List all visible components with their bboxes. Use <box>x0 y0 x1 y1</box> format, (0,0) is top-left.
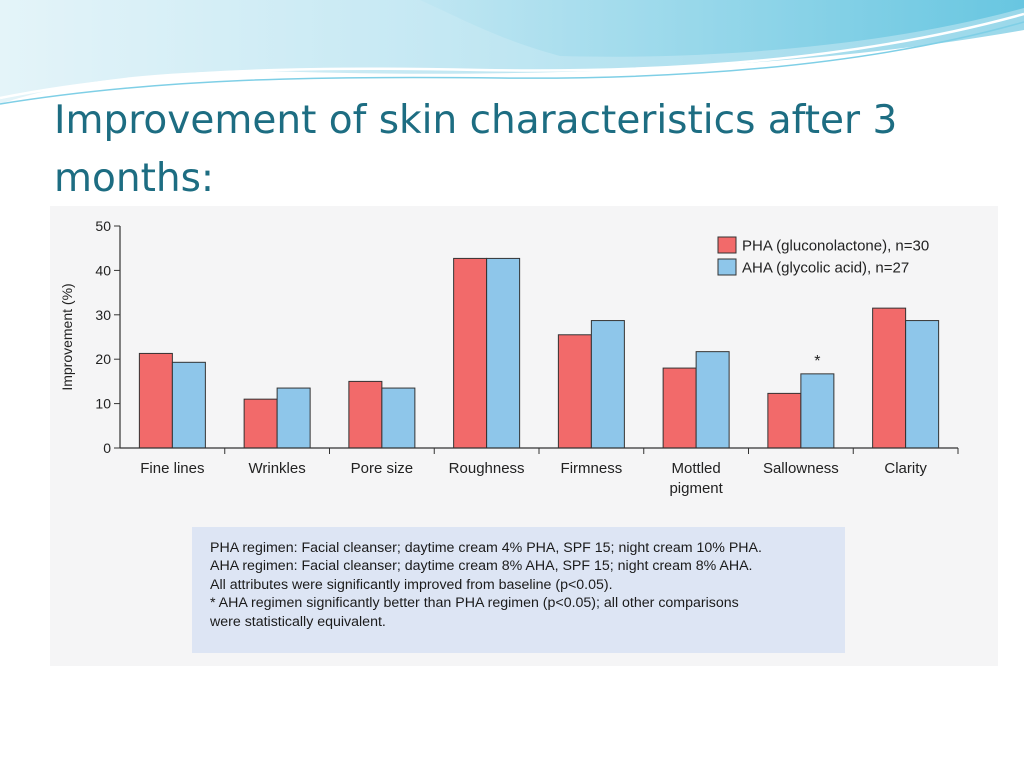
y-tick-label: 20 <box>95 351 111 367</box>
y-tick-label: 30 <box>95 307 111 323</box>
legend-label: AHA (glycolic acid), n=27 <box>742 260 909 277</box>
bar-pha <box>557 334 592 449</box>
slide-title-line-2: months: <box>54 156 215 201</box>
caption-line: All attributes were significantly improv… <box>210 576 613 593</box>
bar-pha <box>453 257 488 449</box>
wave-band-mid <box>420 0 1024 57</box>
slide-title: Improvement of skin characteristics afte… <box>54 92 984 208</box>
x-tick-label: Wrinkles <box>249 460 306 477</box>
y-axis-label: Improvement (%) <box>59 283 75 390</box>
bar-chart: 0 10 20 30 40 50 Improvement (%) Fine lines Wrin… <box>59 218 959 497</box>
y-tick-label: 10 <box>95 396 111 412</box>
caption-box: PHA regimen: Facial cleanser; daytime cr… <box>192 527 845 653</box>
bar-aha <box>695 351 730 449</box>
x-tick-label: Firmness <box>561 460 623 477</box>
caption-line: AHA regimen: Facial cleanser; daytime cr… <box>210 558 753 575</box>
bar-aha <box>590 320 625 449</box>
bar-pha <box>138 352 173 449</box>
bar-aha <box>800 373 835 449</box>
bar-pha <box>348 380 383 449</box>
x-tick-label: pigment <box>669 480 723 497</box>
y-tick-label: 50 <box>95 218 111 234</box>
y-tick-label: 40 <box>95 262 111 278</box>
x-tick-label: Fine lines <box>140 460 204 477</box>
bar-pha <box>662 367 697 449</box>
legend-label: PHA (gluconolactone), n=30 <box>742 238 929 255</box>
legend-swatch <box>717 236 737 254</box>
bar-pha <box>767 392 802 449</box>
x-tick-label: Sallowness <box>763 460 839 477</box>
bar-pha <box>243 398 278 449</box>
x-tick-label: Mottled <box>672 460 721 477</box>
wave-line-white <box>0 12 1024 100</box>
caption-line: * AHA regimen significantly better than … <box>210 595 739 612</box>
x-tick-label: Pore size <box>351 460 414 477</box>
wave-line-teal <box>0 21 1024 105</box>
significance-annotation: * <box>814 353 820 370</box>
bar-aha <box>905 320 940 449</box>
bar-aha <box>486 257 521 449</box>
caption-line: PHA regimen: Facial cleanser; daytime cr… <box>210 540 762 556</box>
slide-title-line-1: Improvement of skin characteristics afte… <box>54 98 898 143</box>
bar-pha <box>872 307 907 449</box>
x-tick-label: Roughness <box>449 460 525 477</box>
x-tick-label: Clarity <box>884 460 927 477</box>
bar-aha <box>276 387 311 449</box>
bar-aha <box>171 361 206 449</box>
y-tick-label: 0 <box>103 440 111 456</box>
legend-swatch <box>717 258 737 276</box>
caption-line: were statistically equivalent. <box>210 613 386 630</box>
bar-aha <box>381 387 416 449</box>
header-wave-decoration <box>0 0 1024 105</box>
